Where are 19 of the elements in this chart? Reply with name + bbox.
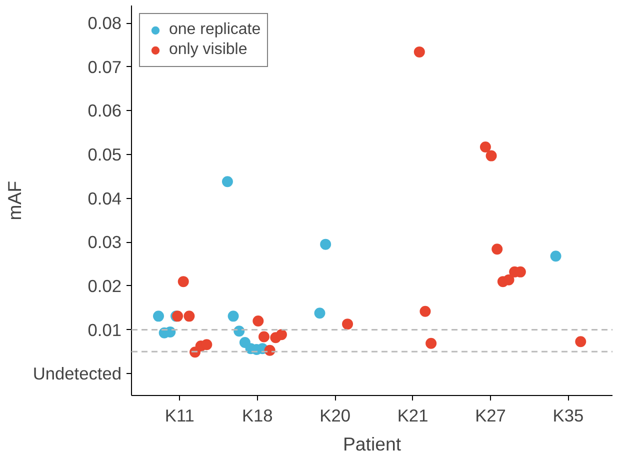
legend-label: only visible <box>169 41 248 59</box>
x-tick-label: K20 <box>320 406 351 426</box>
x-tick-label: K35 <box>552 406 584 426</box>
y-axis-title: mAF <box>4 180 25 220</box>
x-tick-label: K18 <box>242 406 273 426</box>
y-tick-label: 0.06 <box>88 100 122 121</box>
y-tick-label: Undetected <box>32 364 122 384</box>
y-tick-label: 0.05 <box>88 144 122 164</box>
x-tick-label: K27 <box>475 406 506 426</box>
y-tick-label: 0.04 <box>88 188 122 208</box>
x-axis-title: Patient <box>342 434 402 454</box>
x-tick-label: K11 <box>164 406 194 426</box>
y-tick-label: 0.08 <box>88 13 122 34</box>
legend-label: one replicate <box>169 21 261 39</box>
y-tick-label: 0.01 <box>88 320 122 340</box>
x-tick-label: K21 <box>397 406 428 426</box>
y-tick-label: 0.02 <box>88 276 122 296</box>
y-tick-label: 0.07 <box>88 56 122 77</box>
y-tick-label: 0.03 <box>88 232 122 252</box>
